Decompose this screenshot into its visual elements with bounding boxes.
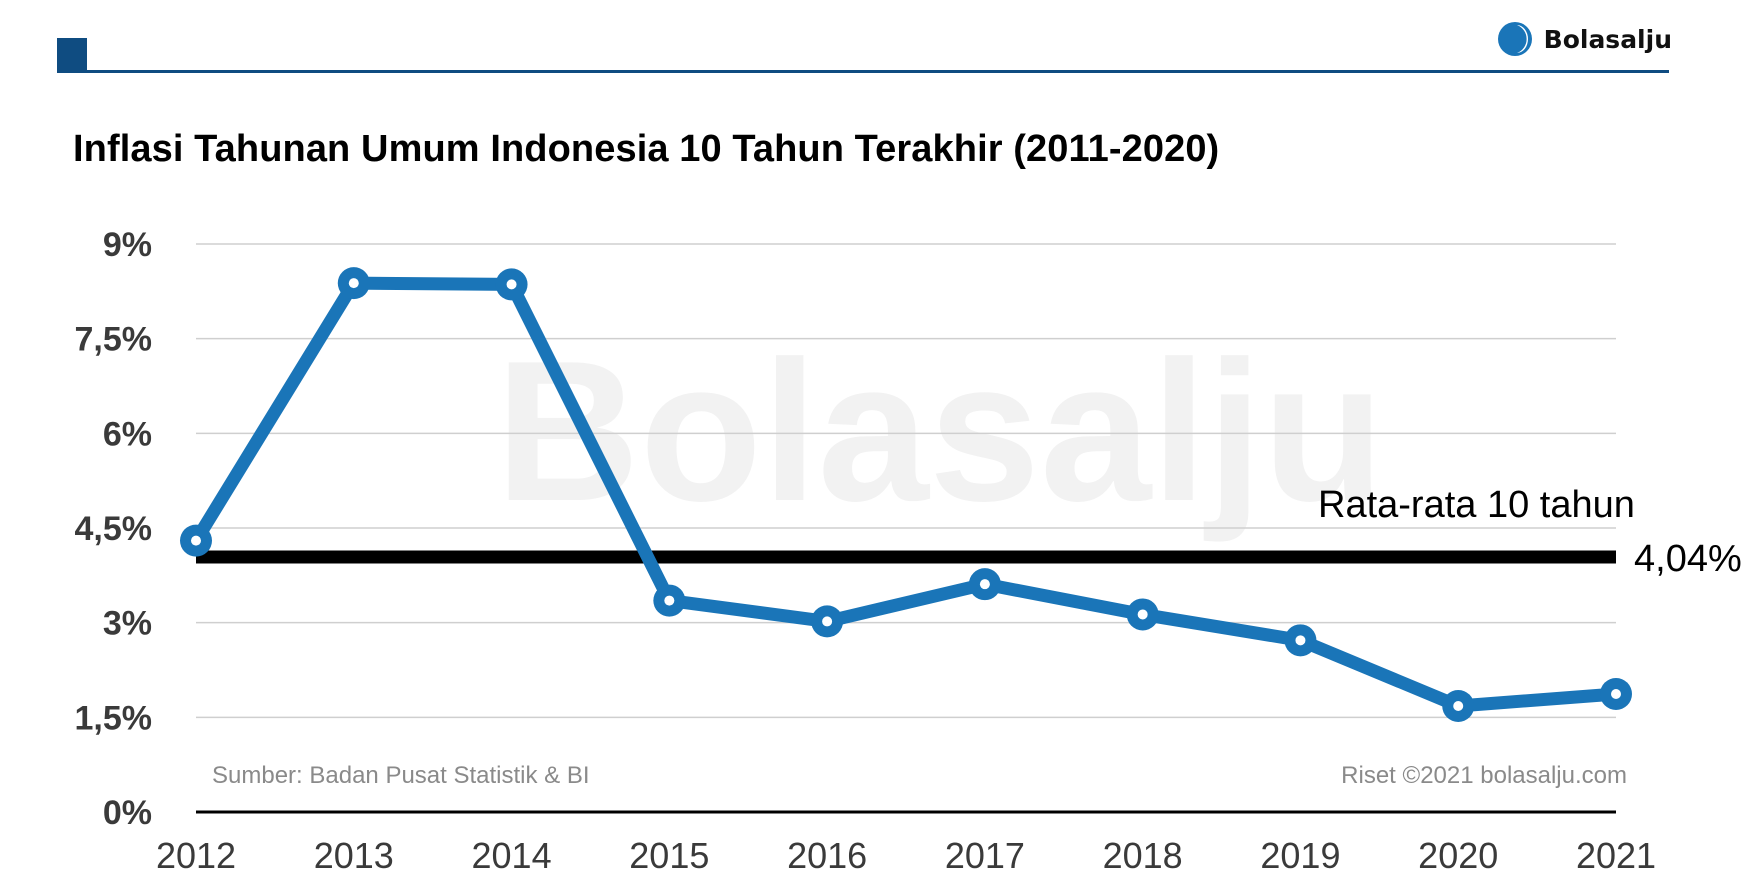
y-tick-label: 6% (103, 415, 152, 453)
watermark: Bolasalju (495, 320, 1384, 543)
x-tick-label: 2016 (787, 835, 867, 876)
x-tick-label: 2017 (945, 835, 1025, 876)
reference-line-value: 4,04% (1634, 538, 1742, 580)
data-point-center (1453, 700, 1464, 711)
data-point-center (822, 616, 833, 627)
x-tick-label: 2012 (156, 835, 236, 876)
y-tick-label: 4,5% (75, 510, 153, 548)
brand-name: Bolasalju (1543, 24, 1672, 54)
grid-lines (196, 243, 1616, 814)
x-axis: 2012 2013 2014 2015 2016 2017 2018 2019 2020 2021 (156, 835, 1656, 876)
data-point-center (664, 595, 675, 606)
x-tick-label: 2018 (1103, 835, 1183, 876)
x-tick-label: 2020 (1418, 835, 1498, 876)
y-tick-label: 3% (103, 605, 152, 643)
x-tick-label: 2019 (1260, 835, 1340, 876)
y-tick-label: 7,5% (75, 321, 153, 359)
source-note: Sumber: Badan Pusat Statistik & BI (212, 762, 590, 789)
y-tick-label: 9% (103, 226, 152, 264)
header-divider (57, 70, 1669, 73)
reference-line-group: Rata-rata 10 tahun 4,04% (196, 484, 1742, 580)
reference-line-label: Rata-rata 10 tahun (1318, 484, 1635, 526)
x-tick-label: 2013 (314, 835, 394, 876)
data-point-center (191, 535, 201, 546)
y-axis: 0% 1,5% 3% 4,5% 6% 7,5% 9% (75, 226, 153, 832)
data-point-center (979, 579, 990, 590)
data-point-center (1611, 688, 1621, 699)
x-tick-label: 2015 (629, 835, 709, 876)
data-point-center (348, 278, 359, 289)
credit-note: Riset ©2021 bolasalju.com (1341, 762, 1627, 789)
y-tick-label: 1,5% (75, 699, 153, 737)
data-point-center (506, 279, 517, 290)
series-line (189, 276, 1623, 713)
bolasalju-logo-icon (1497, 22, 1532, 56)
chart-title: Inflasi Tahunan Umum Indonesia 10 Tahun … (73, 128, 1220, 170)
brand: Bolasalju (1496, 20, 1672, 58)
data-point-center (1137, 609, 1148, 620)
header-accent-square (57, 38, 87, 70)
data-point-center (1295, 635, 1306, 646)
y-tick-label: 0% (103, 794, 152, 832)
series-group (180, 267, 1632, 722)
x-tick-label: 2014 (472, 835, 552, 876)
x-tick-label: 2021 (1576, 835, 1656, 876)
